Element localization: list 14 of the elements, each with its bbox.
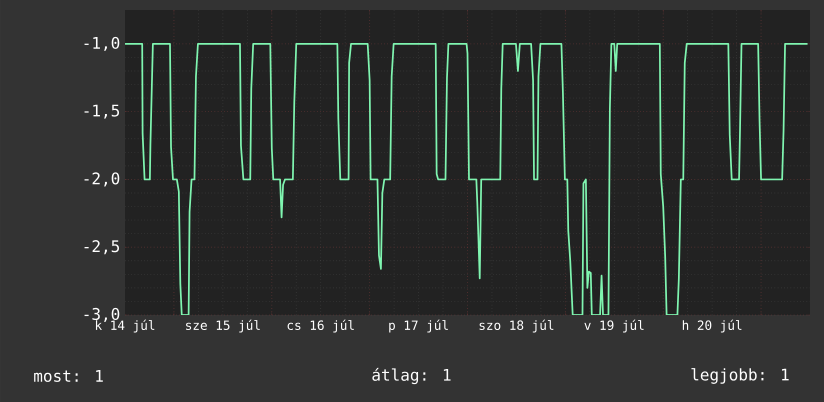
x-tick-label: szo 18 júl [480,320,554,332]
text: most: 1 [34,370,103,382]
y-tick-label: -2,5 [84,240,120,254]
x-tick-label: h 20 júl [682,320,742,332]
y-tick-label: -2,0 [84,172,120,186]
text: legjobb: 1 [691,368,789,384]
y-tick-label: -1,5 [84,104,120,119]
y-tick-label: -1,0 [84,36,120,51]
text: átlag: 1 [372,368,451,384]
x-tick-label: p 17 júl [389,320,448,332]
x-tick-label: cs 16 júl [288,320,354,332]
x-tick-label: v 19 júl [584,320,644,332]
y-tick-label: -3,0 [84,308,120,322]
x-tick-label: sze 15 júl [186,320,260,332]
